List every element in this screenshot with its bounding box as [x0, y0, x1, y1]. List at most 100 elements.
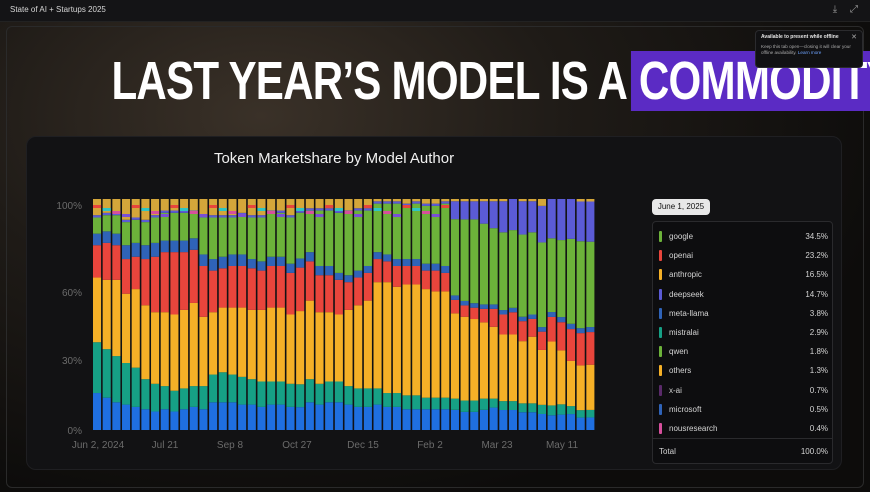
bar-segment-blue-base [218, 402, 227, 430]
legend-swatch [659, 288, 662, 300]
bar-segment-openai [276, 265, 285, 308]
bar-segment-deepseek [296, 210, 305, 213]
bar-segment-anthropic [276, 199, 285, 211]
bar-segment-others [373, 282, 382, 389]
bar-segment-deepseek [247, 215, 256, 218]
bar-segment-others [93, 277, 102, 343]
bar-segment-deepseek [373, 201, 382, 204]
bar-segment-mistralai [122, 363, 131, 405]
bar-accent-segment [267, 211, 276, 214]
bar-segment-deepseek [576, 201, 585, 242]
bar-segment-blue-base [421, 409, 430, 430]
bar-segment-openai [180, 252, 189, 310]
bar-segment-google [189, 212, 198, 239]
bar-segment-openai [238, 265, 247, 308]
bar-segment-google [412, 203, 421, 260]
bar-segment-anthropic [499, 199, 508, 202]
bar-segment-blue-base [122, 404, 131, 430]
y-tick-label: 30% [62, 356, 82, 367]
window-title: State of AI + Startups 2025 [10, 5, 106, 14]
bar-segment-mistralai [363, 388, 372, 407]
bar-segment-others [189, 302, 198, 387]
bar-accent-segment [93, 205, 102, 208]
bar-segment-meta-llama [508, 307, 518, 313]
bar-accent-segment [363, 205, 372, 208]
bar-segment-mistralai [276, 381, 285, 405]
bar-segment-anthropic [189, 199, 198, 211]
legend-swatch [659, 384, 662, 396]
bar-segment-google [267, 212, 276, 257]
bar-accent-segment [441, 205, 450, 208]
bar-segment-blue-base [305, 402, 314, 430]
bar-segment-meta-llama [392, 259, 401, 266]
bar-segment-google [199, 217, 208, 255]
bar-segment-meta-llama [576, 328, 585, 334]
bar-segment-google [431, 205, 440, 264]
bar-segment-mistralai [508, 401, 518, 411]
bar-segment-blue-base [247, 404, 256, 430]
slide-frame [6, 26, 864, 488]
bar-segment-google [122, 222, 131, 246]
bar-segment-openai [325, 275, 334, 313]
bar-segment-deepseek [334, 210, 343, 213]
bar-segment-anthropic [131, 199, 140, 218]
bar-segment-mistralai [286, 383, 295, 407]
bar-segment-others [344, 309, 353, 387]
toast-learn-more-link[interactable]: Learn more [797, 50, 822, 55]
offline-toast: Available to present while offline Keep … [755, 30, 863, 68]
bar-segment-blue-base [131, 406, 140, 430]
bar-segment-openai [508, 312, 518, 335]
bar-segment-google [296, 212, 305, 259]
bar-segment-google [247, 217, 256, 260]
bar-segment-anthropic [392, 199, 401, 202]
bar-segment-anthropic [315, 199, 324, 209]
bar-segment-google [315, 210, 324, 266]
close-icon[interactable]: ✕ [851, 33, 857, 41]
legend-item-pct: 1.3% [809, 366, 828, 376]
bar-segment-meta-llama [383, 254, 392, 262]
legend-item-openai: openai 23.2% [659, 250, 828, 262]
y-tick-label: 60% [62, 288, 82, 299]
bar-segment-meta-llama [373, 252, 382, 260]
download-icon[interactable]: ⤓ [832, 4, 838, 15]
bar-segment-openai [151, 256, 160, 313]
expand-icon[interactable]: ⤢ [850, 4, 858, 15]
bar-segment-anthropic [305, 199, 314, 209]
window-titlebar: State of AI + Startups 2025 ⤓ ⤢ [0, 0, 870, 22]
bar-segment-deepseek [276, 210, 285, 213]
bar-segment-meta-llama [305, 252, 314, 262]
legend-date-chip: June 1, 2025 [652, 199, 710, 215]
bar-segment-meta-llama [344, 275, 353, 283]
bar-segment-others [151, 312, 160, 384]
y-tick-label: 0% [68, 426, 83, 437]
bar-segment-openai [576, 333, 585, 366]
bar-segment-meta-llama [499, 310, 508, 315]
bar-segment-others [325, 312, 334, 382]
bar-segment-google [460, 219, 469, 301]
bar-segment-openai [228, 265, 237, 308]
bar-segment-mistralai [267, 381, 276, 405]
bar-segment-others [392, 286, 401, 394]
bar-segment-meta-llama [160, 240, 169, 253]
bar-segment-deepseek [518, 201, 527, 235]
bar-accent-segment [199, 214, 208, 217]
bar-segment-openai [518, 321, 527, 342]
bar-segment-mistralai [315, 383, 324, 405]
bar-segment-blue-base [170, 411, 179, 430]
legend-item-pct: 0.7% [809, 385, 828, 395]
chart-title: Token Marketshare by Model Author [213, 150, 455, 167]
bar-segment-meta-llama [112, 233, 121, 246]
bar-segment-mistralai [218, 372, 227, 403]
legend-item-google: google 34.5% [659, 231, 828, 243]
bar-segment-mistralai [412, 395, 421, 410]
bar-segment-mistralai [383, 393, 392, 407]
bar-segment-mistralai [354, 388, 363, 407]
bar-segment-blue-base [460, 411, 469, 430]
bar-segment-blue-base [354, 406, 363, 430]
bar-segment-others [296, 311, 305, 385]
y-tick-label: 100% [56, 201, 82, 212]
bar-segment-deepseek [170, 210, 179, 213]
bar-segment-meta-llama [257, 261, 266, 271]
legend-swatch [659, 346, 662, 358]
legend-total-label: Total [659, 447, 676, 456]
